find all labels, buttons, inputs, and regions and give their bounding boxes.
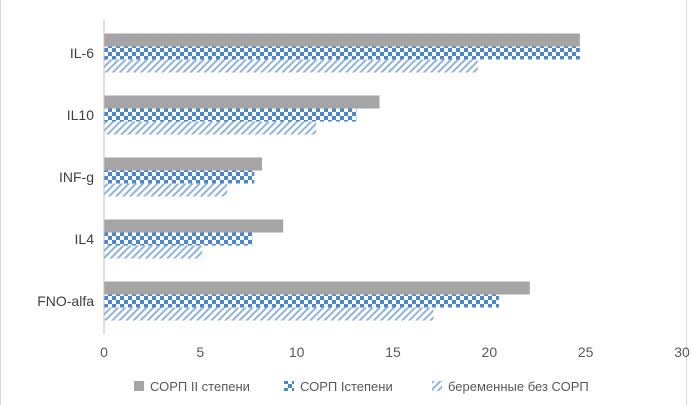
chart-frame-right <box>686 0 687 405</box>
legend-item: СОРП II степени <box>134 379 250 394</box>
x-axis-labels: 0 5 10 15 20 25 30 <box>100 344 690 360</box>
legend-item: беременные без СОРП <box>432 379 589 394</box>
chart-frame-left <box>0 0 1 405</box>
bar-il-6-series-3 <box>104 59 478 73</box>
y-tick-label: FNO-alfa <box>37 293 94 309</box>
y-axis-labels: IL-6 IL10 INF-g IL4 FNO-alfa <box>37 45 94 309</box>
bar-il10-series-3 <box>104 121 316 135</box>
bar-inf-g-series-2 <box>104 170 255 184</box>
y-tick-label: IL-6 <box>70 45 94 61</box>
bar-fno-alfa-series-1 <box>104 281 530 295</box>
legend: СОРП II степени СОРП Iстепени беременные б… <box>134 379 589 394</box>
bar-il4-series-3 <box>104 245 203 259</box>
bar-fno-alfa-series-3 <box>104 307 434 321</box>
legend-swatch <box>432 381 442 391</box>
x-tick-label: 30 <box>674 344 690 360</box>
bar-il-6-series-1 <box>104 33 580 47</box>
bar-il10-series-1 <box>104 95 380 109</box>
legend-swatch <box>134 381 144 391</box>
legend-label: СОРП II степени <box>150 379 250 394</box>
y-tick-label: IL10 <box>67 107 94 123</box>
bar-fno-alfa-series-2 <box>104 294 499 308</box>
x-tick-label: 25 <box>578 344 594 360</box>
bar-il-6-series-2 <box>104 46 580 60</box>
legend-label: СОРП Iстепени <box>300 379 393 394</box>
bar-il10-series-2 <box>104 108 357 122</box>
legend-swatch <box>284 381 294 391</box>
legend-label: беременные без СОРП <box>448 379 589 394</box>
bar-inf-g-series-3 <box>104 183 228 197</box>
x-tick-label: 20 <box>482 344 498 360</box>
x-tick-label: 5 <box>196 344 204 360</box>
bar-il4-series-1 <box>104 219 284 233</box>
legend-item: СОРП Iстепени <box>284 379 393 394</box>
x-tick-label: 0 <box>100 344 108 360</box>
bars-layer <box>104 33 580 321</box>
bar-il4-series-2 <box>104 232 253 246</box>
x-tick-label: 10 <box>289 344 305 360</box>
y-tick-label: IL4 <box>75 231 95 247</box>
y-tick-label: INF-g <box>59 169 94 185</box>
x-tick-label: 15 <box>385 344 401 360</box>
bar-inf-g-series-1 <box>104 157 262 171</box>
